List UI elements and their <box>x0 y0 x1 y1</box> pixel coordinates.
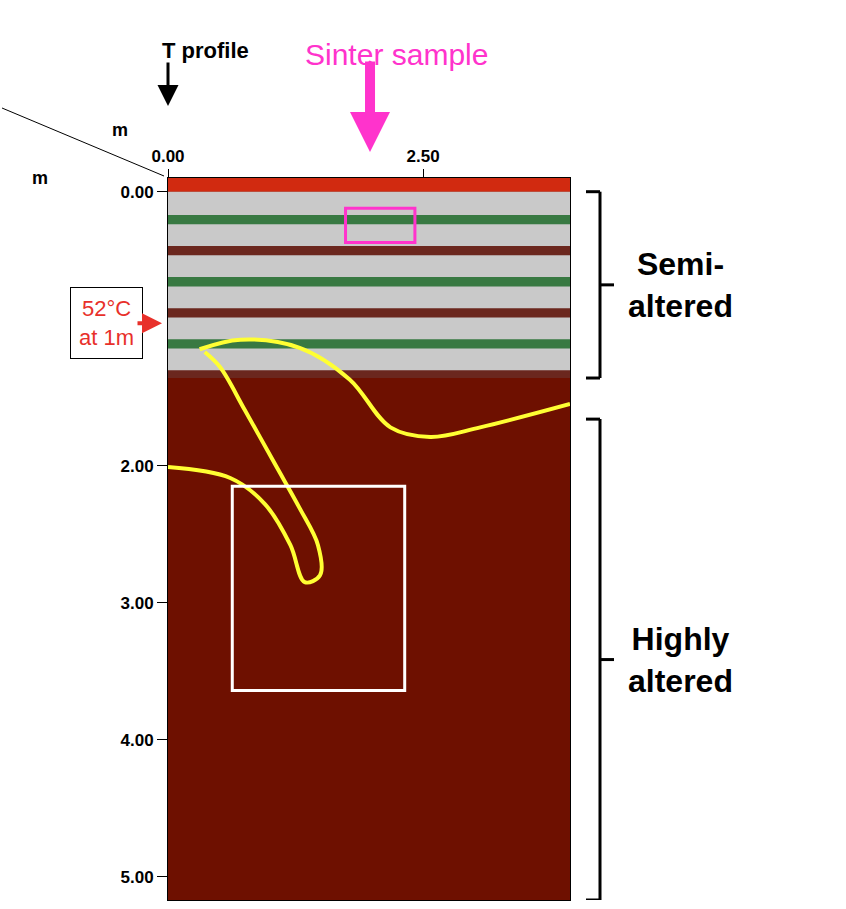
svg-text:52°Cat 1m: 52°Cat 1m <box>79 296 134 350</box>
svg-text:2.00: 2.00 <box>121 457 154 476</box>
svg-text:m: m <box>112 120 128 140</box>
svg-text:0.00: 0.00 <box>151 147 184 166</box>
svg-text:m: m <box>32 168 48 188</box>
svg-text:Highlyaltered: Highlyaltered <box>628 621 733 699</box>
svg-text:Semi-altered: Semi-altered <box>628 246 733 324</box>
svg-text:0.00: 0.00 <box>121 183 154 202</box>
svg-text:5.00: 5.00 <box>121 868 154 887</box>
svg-text:4.00: 4.00 <box>121 731 154 750</box>
svg-text:3.00: 3.00 <box>121 594 154 613</box>
svg-text:2.50: 2.50 <box>407 147 440 166</box>
svg-text:Sinter sample: Sinter sample <box>305 38 488 71</box>
svg-text:T profile: T profile <box>162 38 249 63</box>
